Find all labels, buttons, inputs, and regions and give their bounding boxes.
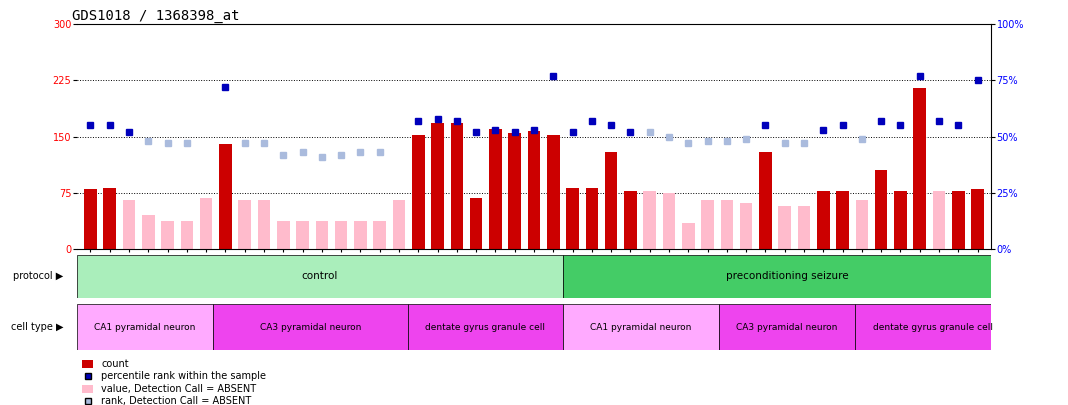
- Bar: [412, 135, 425, 249]
- Bar: [855, 200, 868, 249]
- Bar: [779, 206, 791, 249]
- Bar: [84, 189, 97, 249]
- Bar: [563, 304, 719, 350]
- Bar: [374, 221, 386, 249]
- Bar: [875, 171, 888, 249]
- Bar: [702, 200, 713, 249]
- Bar: [932, 191, 945, 249]
- Bar: [355, 221, 366, 249]
- Bar: [643, 191, 656, 249]
- Bar: [952, 191, 964, 249]
- Text: dentate gyrus granule cell: dentate gyrus granule cell: [873, 322, 993, 332]
- Bar: [315, 221, 328, 249]
- Bar: [296, 221, 309, 249]
- Bar: [104, 188, 116, 249]
- Text: protocol ▶: protocol ▶: [13, 271, 63, 281]
- Text: dentate gyrus granule cell: dentate gyrus granule cell: [425, 322, 546, 332]
- Bar: [604, 151, 617, 249]
- Bar: [528, 131, 540, 249]
- Bar: [817, 191, 830, 249]
- Bar: [566, 188, 579, 249]
- Legend: count, percentile rank within the sample, value, Detection Call = ABSENT, rank, : count, percentile rank within the sample…: [82, 359, 266, 405]
- Text: CA3 pyramidal neuron: CA3 pyramidal neuron: [260, 322, 361, 332]
- Bar: [451, 123, 464, 249]
- Bar: [393, 200, 405, 249]
- Bar: [123, 200, 136, 249]
- Bar: [913, 88, 926, 249]
- Text: control: control: [302, 271, 339, 281]
- Bar: [855, 304, 1010, 350]
- Bar: [77, 304, 213, 350]
- Bar: [971, 189, 984, 249]
- Text: CA1 pyramidal neuron: CA1 pyramidal neuron: [591, 322, 692, 332]
- Bar: [200, 198, 213, 249]
- Bar: [213, 304, 408, 350]
- Bar: [721, 200, 733, 249]
- Text: CA3 pyramidal neuron: CA3 pyramidal neuron: [736, 322, 837, 332]
- Bar: [719, 304, 855, 350]
- Bar: [740, 202, 753, 249]
- Bar: [277, 221, 289, 249]
- Bar: [77, 255, 563, 298]
- Bar: [759, 151, 772, 249]
- Bar: [624, 191, 637, 249]
- Bar: [470, 198, 483, 249]
- Bar: [431, 123, 444, 249]
- Bar: [798, 206, 811, 249]
- Bar: [682, 223, 694, 249]
- Bar: [563, 255, 1010, 298]
- Bar: [585, 188, 598, 249]
- Text: preconditioning seizure: preconditioning seizure: [725, 271, 848, 281]
- Bar: [894, 191, 907, 249]
- Bar: [335, 221, 347, 249]
- Bar: [408, 304, 563, 350]
- Bar: [219, 144, 232, 249]
- Bar: [161, 221, 174, 249]
- Bar: [508, 133, 521, 249]
- Text: cell type ▶: cell type ▶: [11, 322, 63, 332]
- Text: GDS1018 / 1368398_at: GDS1018 / 1368398_at: [73, 9, 240, 23]
- Bar: [180, 221, 193, 249]
- Bar: [547, 135, 560, 249]
- Bar: [142, 215, 155, 249]
- Bar: [489, 129, 502, 249]
- Text: CA1 pyramidal neuron: CA1 pyramidal neuron: [94, 322, 195, 332]
- Bar: [836, 191, 849, 249]
- Bar: [257, 200, 270, 249]
- Bar: [238, 200, 251, 249]
- Bar: [663, 193, 675, 249]
